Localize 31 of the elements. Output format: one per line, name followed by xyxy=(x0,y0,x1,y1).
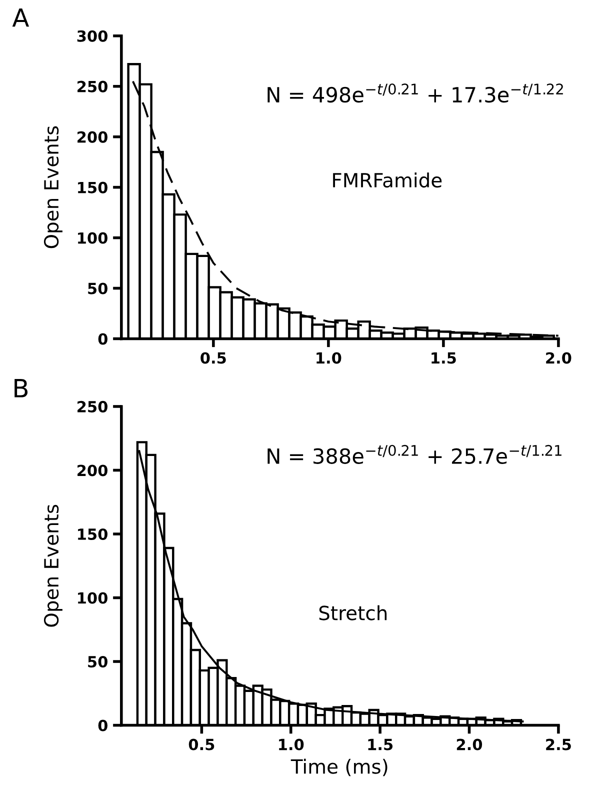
annotation: N = 388e$^{−t/0.21}$ + 25.7e$^{−t/1.21}$ xyxy=(268,444,562,464)
y-axis-title: Open Events xyxy=(44,504,62,627)
y-tick-label: 0 xyxy=(98,720,108,732)
y-tick-label: 100 xyxy=(78,232,108,244)
y-tick-label: 200 xyxy=(78,131,108,143)
x-tick-label: 1.0 xyxy=(316,352,342,364)
y-tick-label: 300 xyxy=(77,30,108,42)
y-tick-label: 50 xyxy=(88,656,108,668)
chart-title: A xyxy=(12,8,30,27)
annotation: N = 498e$^{−t/0.21}$ + 17.3e$^{−t/1.22}$ xyxy=(268,84,563,103)
y-tick-label: 250 xyxy=(78,80,108,92)
y-tick-label: 100 xyxy=(78,592,108,604)
x-tick-label: 1.5 xyxy=(368,738,393,750)
x-tick-label: 1.0 xyxy=(279,738,304,750)
y-tick-label: 250 xyxy=(78,400,108,412)
x-tick-label: 2.0 xyxy=(456,738,482,750)
y-axis-title: Open Events xyxy=(44,126,62,248)
y-tick-label: 150 xyxy=(78,182,108,194)
chart-title: B xyxy=(14,379,28,398)
x-tick-label: 0.5 xyxy=(188,738,214,750)
x-tick-label: 0.5 xyxy=(200,352,226,364)
annotation: FMRFamide xyxy=(333,172,442,188)
y-tick-label: 200 xyxy=(78,464,108,476)
annotation: Stretch xyxy=(319,605,387,620)
y-tick-label: 150 xyxy=(78,528,108,540)
x-tick-label: 2.5 xyxy=(546,738,571,750)
y-tick-label: 0 xyxy=(98,333,108,345)
x-tick-label: 2.0 xyxy=(546,352,572,364)
x-tick-label: 1.5 xyxy=(432,352,456,364)
x-axis-title: Time (ms) xyxy=(290,758,388,776)
y-tick-label: 50 xyxy=(88,282,108,294)
